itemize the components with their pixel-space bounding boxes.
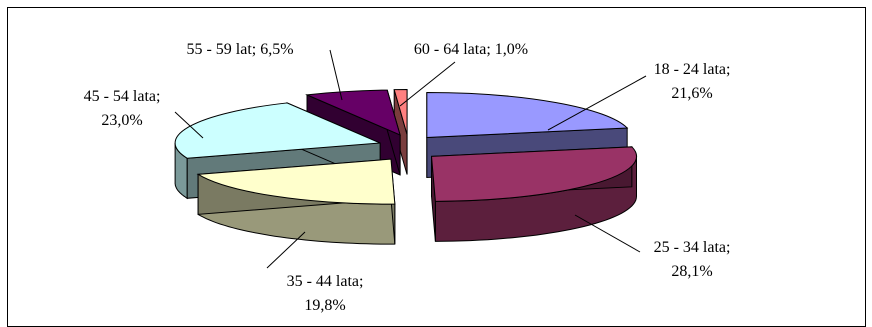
data-value-25-34-lata: 28,1% bbox=[671, 263, 712, 280]
data-label-60-64-lata: 60 - 64 lata; 1,0% bbox=[414, 41, 528, 58]
slice-25-34-lata bbox=[430, 146, 638, 202]
slice-55-59-lat bbox=[305, 89, 401, 136]
leader-line-18-24-lata bbox=[547, 75, 647, 131]
data-label-25-34-lata: 25 - 34 lata; bbox=[654, 239, 731, 256]
data-value-18-24-lata: 21,6% bbox=[671, 85, 712, 102]
leader-line-55-59-lat bbox=[329, 49, 343, 101]
leader-line-45-54-lata bbox=[174, 111, 204, 139]
leader-line-25-34-lata bbox=[574, 214, 641, 253]
data-label-35-44-lata: 35 - 44 lata; bbox=[287, 273, 364, 290]
data-label-18-24-lata: 18 - 24 lata; bbox=[654, 61, 731, 78]
slice-35-44-lata bbox=[196, 158, 396, 205]
leader-line-35-44-lata bbox=[266, 231, 306, 269]
data-value-35-44-lata: 19,8% bbox=[304, 297, 345, 314]
data-label-45-54-lata: 45 - 54 lata; bbox=[84, 88, 161, 105]
slice-18-24-lata bbox=[426, 91, 629, 139]
data-label-55-59-lat: 55 - 59 lat; 6,5% bbox=[186, 41, 293, 58]
data-value-45-54-lata: 23,0% bbox=[101, 112, 142, 129]
slice-45-54-lata bbox=[174, 102, 381, 159]
slice-60-64-lata bbox=[393, 89, 408, 135]
leader-line-60-64-lata bbox=[399, 61, 456, 107]
